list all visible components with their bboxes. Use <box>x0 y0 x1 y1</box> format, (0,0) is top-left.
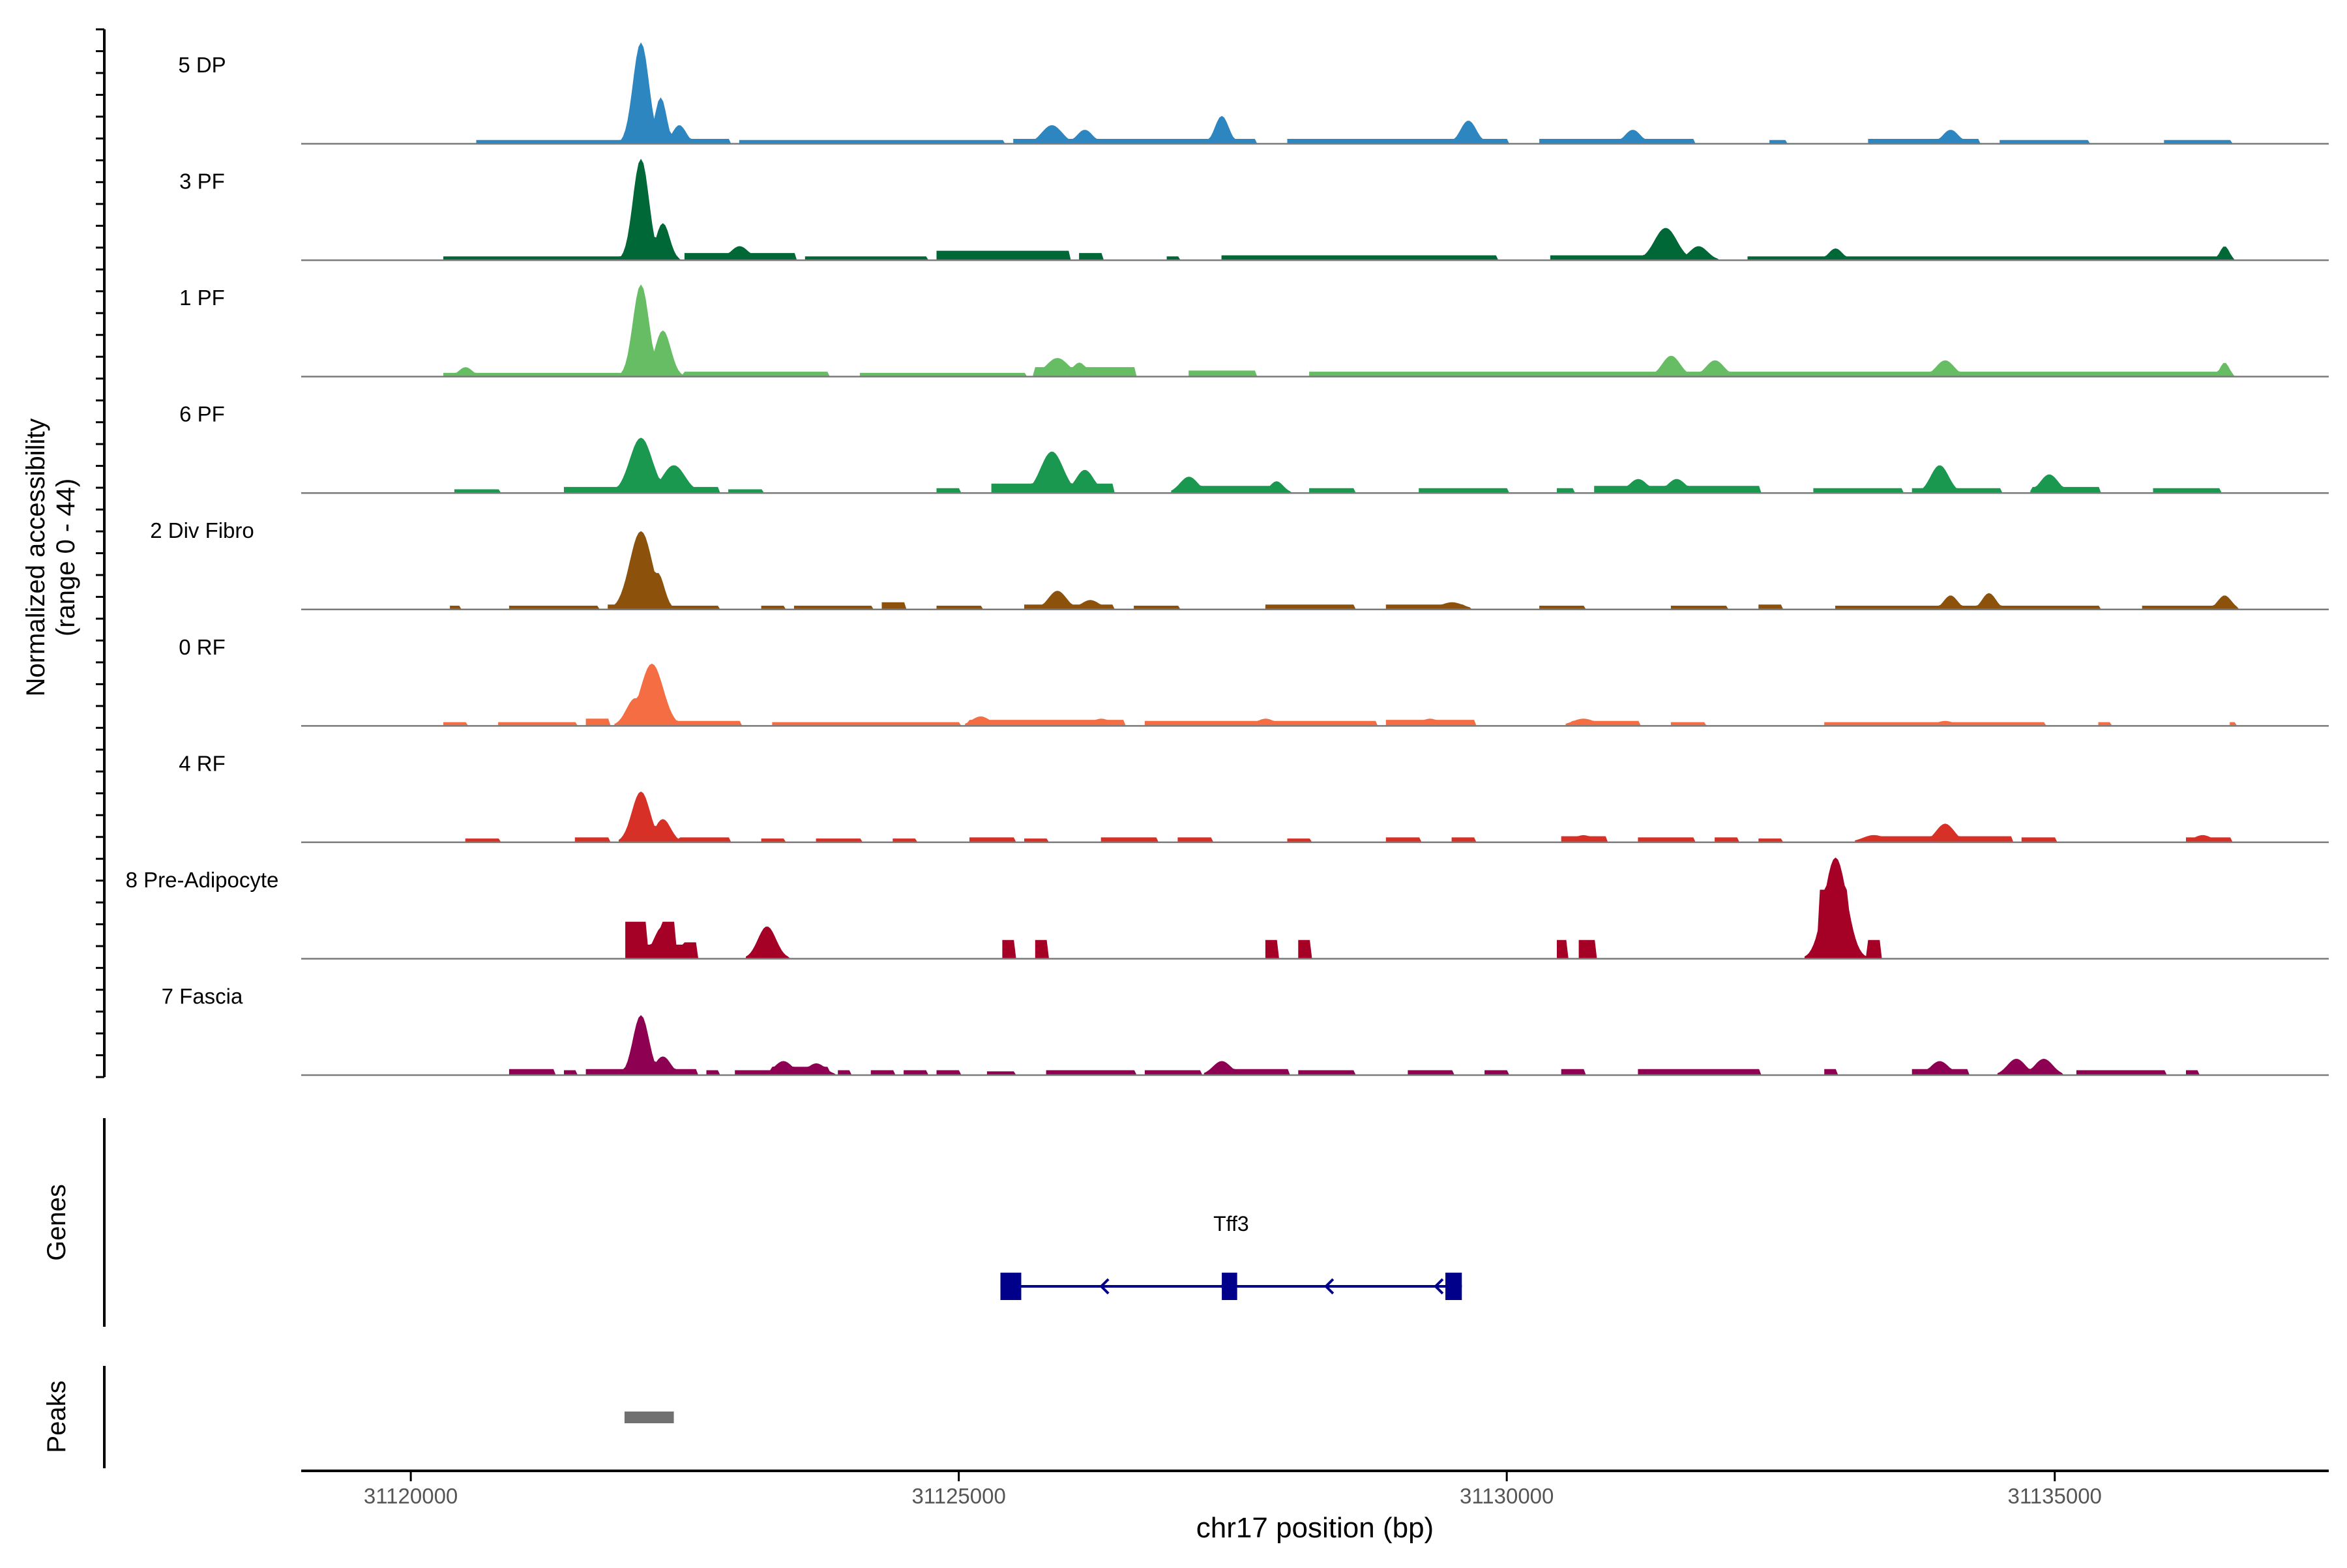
y-axis-title-line2: (range 0 - 44) <box>52 479 80 636</box>
track-label-2-div-fibro: 2 Div Fibro <box>150 518 254 542</box>
coverage-area-1-pf <box>443 284 2236 377</box>
coverage-area-6-pf <box>454 437 2222 494</box>
peak-track-label: Peaks <box>42 1380 71 1453</box>
x-axis: 31120000 31125000 31130000 31135000 chr17 p… <box>301 1470 2329 1544</box>
x-axis-ticks: 31120000 31125000 31130000 31135000 <box>364 1471 2102 1508</box>
coverage-tracks: 5 DP 3 PF 1 PF 6 PF 2 Div Fibro 0 RF 4 RF 8 Pre… <box>126 42 2329 1076</box>
gene-exon <box>1222 1273 1237 1300</box>
track-label-7-fascia: 7 Fascia <box>162 984 243 1008</box>
track-4-rf: 4 RF <box>179 751 2329 844</box>
coverage-area-5-dp <box>476 42 2234 145</box>
gene-strand-arrow <box>1220 1278 1230 1295</box>
peak-track: Peaks <box>42 1366 674 1468</box>
track-label-6-pf: 6 PF <box>179 402 225 426</box>
peak-marks <box>624 1412 674 1423</box>
y-axis-title-line1: Normalized accessibility <box>22 419 50 697</box>
track-label-0-rf: 0 RF <box>179 635 226 659</box>
gene-model <box>1000 1273 1462 1300</box>
track-0-rf: 0 RF <box>179 635 2329 727</box>
called-peak <box>624 1412 674 1423</box>
track-6-pf: 6 PF <box>179 402 2329 494</box>
track-8-pre-adipocyte: 8 Pre-Adipocyte <box>126 857 2329 960</box>
track-label-1-pf: 1 PF <box>179 286 225 310</box>
gene-exon <box>1445 1273 1462 1300</box>
coverage-area-0-rf <box>443 663 2237 726</box>
track-5-dp: 5 DP <box>178 42 2329 145</box>
coverage-area-4-rf <box>465 791 2233 843</box>
gene-track: Genes Tff3 <box>42 1118 1462 1327</box>
gene-strand-arrow <box>1434 1278 1444 1295</box>
x-axis-tick-label: 31135000 <box>2008 1484 2102 1508</box>
x-axis-title: chr17 position (bp) <box>1196 1512 1434 1544</box>
coverage-y-axis <box>96 28 106 1078</box>
track-1-pf: 1 PF <box>179 284 2329 377</box>
coverage-area-8-pre-adipocyte <box>625 857 1882 959</box>
coverage-area-7-fascia <box>509 1014 2200 1076</box>
gene-strand-arrow <box>1099 1278 1110 1295</box>
track-3-pf: 3 PF <box>179 158 2329 261</box>
x-axis-tick-label: 31125000 <box>911 1484 1005 1508</box>
track-label-3-pf: 3 PF <box>179 170 225 194</box>
x-axis-tick-label: 31120000 <box>364 1484 458 1508</box>
track-label-5-dp: 5 DP <box>178 53 226 77</box>
track-7-fascia: 7 Fascia <box>162 984 2329 1076</box>
gene-track-label: Genes <box>42 1184 71 1261</box>
gene-exon <box>1000 1273 1022 1300</box>
track-label-8-pre-adipocyte: 8 Pre-Adipocyte <box>126 868 279 892</box>
track-2-div-fibro: 2 Div Fibro <box>150 518 2329 611</box>
gene-strand-arrow <box>1323 1278 1335 1295</box>
track-label-4-rf: 4 RF <box>179 751 226 775</box>
coverage-area-2-div-fibro <box>450 531 2240 610</box>
x-axis-tick-label: 31130000 <box>1460 1484 1554 1508</box>
coverage-area-3-pf <box>443 158 2236 261</box>
gene-name-label: Tff3 <box>1213 1212 1249 1235</box>
